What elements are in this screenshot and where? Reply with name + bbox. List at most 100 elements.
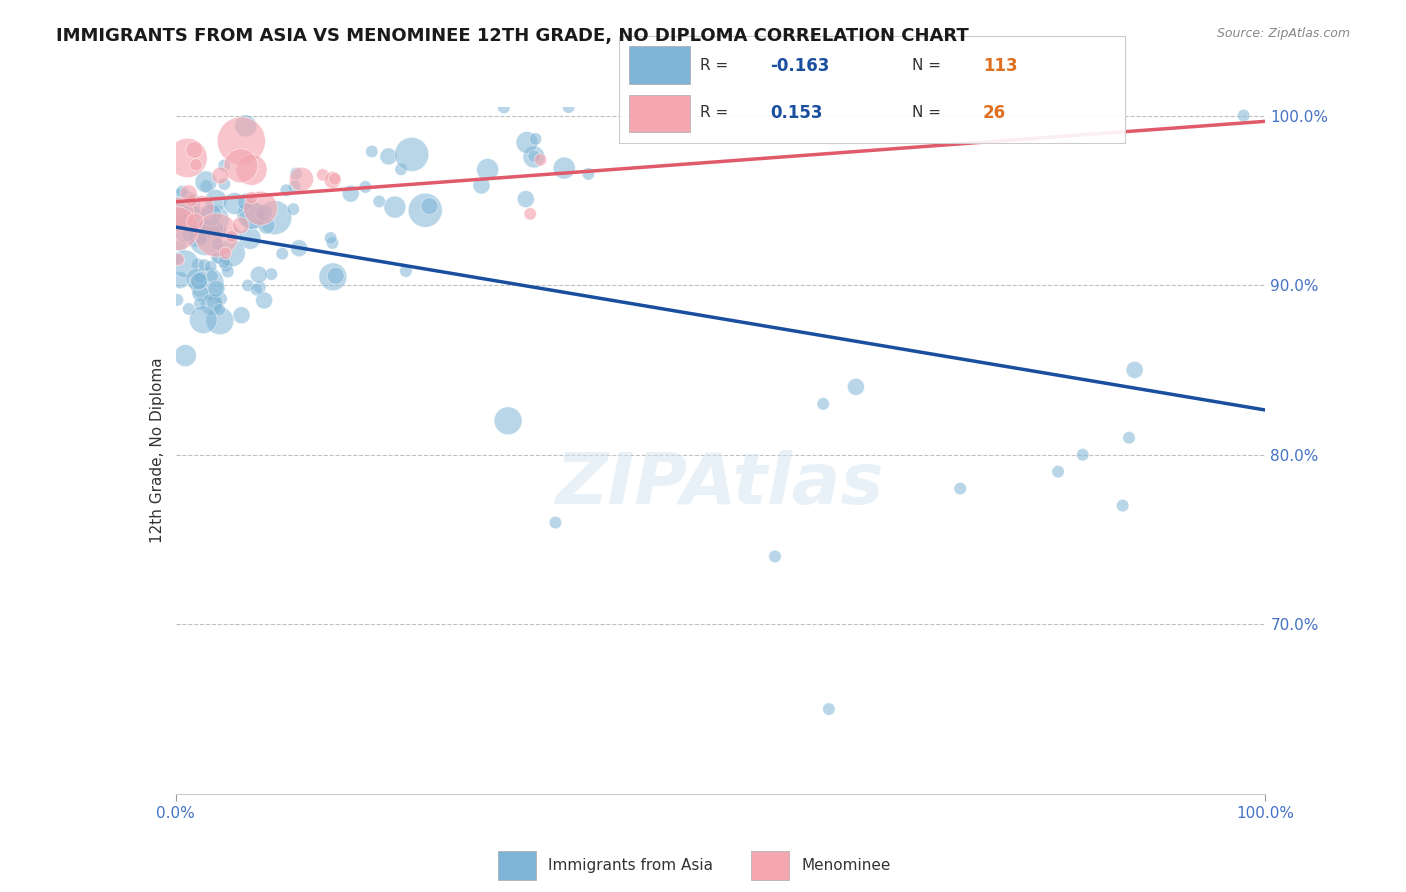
Point	[322, 269, 344, 284]
Point	[180, 209, 202, 223]
Point	[253, 293, 276, 308]
Point	[253, 206, 276, 220]
Point	[181, 193, 204, 207]
Text: 0.153: 0.153	[770, 103, 823, 121]
Point	[204, 221, 226, 235]
Point	[201, 297, 224, 311]
Text: IMMIGRANTS FROM ASIA VS MENOMINEE 12TH GRADE, NO DIPLOMA CORRELATION CHART: IMMIGRANTS FROM ASIA VS MENOMINEE 12TH G…	[56, 27, 969, 45]
Text: ZIPAtlas: ZIPAtlas	[557, 450, 884, 519]
Point	[418, 199, 440, 213]
Point	[207, 251, 229, 265]
Point	[1123, 363, 1146, 377]
Point	[1232, 109, 1256, 123]
Point	[249, 280, 271, 294]
Point	[186, 226, 208, 240]
Point	[184, 214, 207, 228]
Point	[845, 380, 868, 394]
Text: Source: ZipAtlas.com: Source: ZipAtlas.com	[1216, 27, 1350, 40]
Point	[205, 194, 228, 208]
Point	[249, 202, 271, 216]
Y-axis label: 12th Grade, No Diploma: 12th Grade, No Diploma	[149, 358, 165, 543]
Point	[339, 186, 361, 201]
Point	[209, 292, 232, 306]
Bar	[751, 851, 789, 880]
Point	[214, 177, 236, 191]
Point	[200, 208, 222, 222]
Point	[377, 149, 399, 163]
Point	[229, 159, 252, 173]
Point	[205, 228, 228, 243]
Point	[285, 167, 308, 181]
Point	[236, 278, 259, 293]
Point	[401, 147, 423, 161]
Point	[354, 180, 377, 194]
Point	[200, 260, 222, 274]
Point	[184, 158, 207, 172]
Point	[225, 227, 247, 242]
Text: N =: N =	[912, 105, 946, 120]
Point	[245, 283, 267, 297]
Point	[818, 702, 841, 716]
Point	[256, 219, 278, 233]
Point	[204, 294, 226, 309]
Point	[516, 136, 538, 150]
Point	[239, 208, 262, 222]
Point	[195, 277, 218, 291]
Point	[360, 145, 382, 159]
Point	[201, 269, 224, 284]
Point	[172, 185, 194, 199]
Point	[205, 282, 228, 296]
Text: R =: R =	[700, 58, 733, 73]
Point	[195, 179, 218, 194]
Point	[231, 134, 253, 148]
Point	[177, 186, 200, 201]
Point	[180, 194, 202, 208]
Point	[193, 312, 215, 326]
Point	[529, 153, 551, 167]
Point	[470, 178, 492, 193]
Point	[492, 100, 515, 114]
Point	[190, 286, 212, 301]
Text: 113: 113	[983, 57, 1018, 75]
Point	[523, 149, 546, 163]
Point	[544, 516, 567, 530]
Bar	[498, 851, 536, 880]
Point	[166, 293, 188, 307]
Point	[496, 414, 519, 428]
Point	[235, 194, 257, 209]
Point	[240, 162, 263, 177]
Point	[169, 210, 191, 224]
Point	[174, 220, 197, 235]
Point	[212, 255, 235, 269]
Point	[290, 172, 312, 186]
Point	[523, 150, 546, 164]
Point	[260, 267, 283, 281]
Point	[1118, 431, 1140, 445]
Point	[576, 167, 599, 181]
Point	[515, 192, 537, 206]
Point	[322, 235, 344, 250]
Point	[188, 274, 211, 288]
Point	[194, 231, 217, 245]
Point	[209, 169, 232, 183]
Point	[811, 397, 834, 411]
Point	[190, 232, 212, 246]
Point	[215, 259, 238, 273]
Point	[177, 301, 200, 316]
Point	[231, 308, 253, 322]
Point	[312, 168, 335, 182]
Point	[174, 257, 197, 271]
Point	[384, 200, 406, 214]
Point	[209, 224, 232, 238]
Point	[1111, 499, 1133, 513]
Point	[242, 208, 264, 222]
Point	[323, 172, 346, 186]
Point	[195, 175, 218, 189]
Point	[763, 549, 786, 564]
Point	[205, 250, 228, 264]
Point	[368, 194, 391, 209]
Point	[553, 161, 575, 175]
Point	[389, 162, 412, 177]
Point	[180, 216, 202, 230]
Point	[214, 246, 236, 260]
